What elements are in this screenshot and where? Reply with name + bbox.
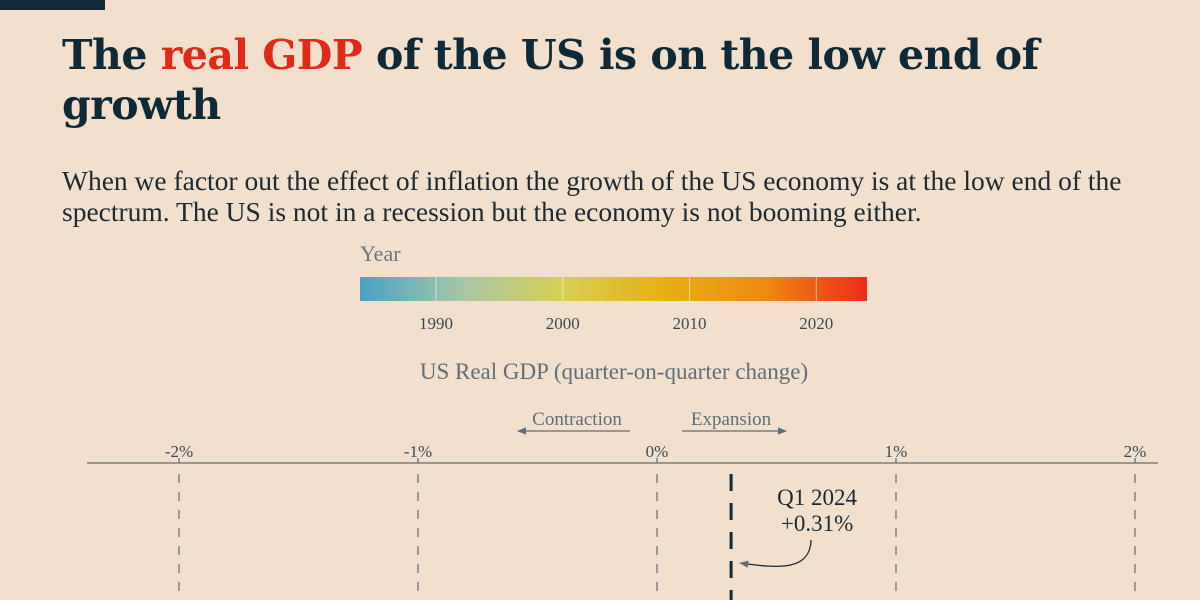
highlight-pointer-arrow [739,539,812,568]
title-text-end: of the US is on the low end of growth [62,31,1039,129]
x-axis-tick-label: -2% [165,442,193,461]
x-axis-tick-label: 0% [646,442,669,461]
legend-tick-label: 2000 [546,314,580,333]
x-axis-tick-label: 2% [1124,442,1147,461]
gridlines [178,474,1136,600]
legend-title: Year [360,241,401,266]
x-axis-tick-label: 1% [885,442,908,461]
legend-ticks: 1990 2000 2010 2020 [419,277,833,333]
page-subtitle: When we factor out the effect of inflati… [62,165,1122,227]
legend-tick-label: 2010 [673,314,707,333]
expansion-label: Expansion [691,409,772,430]
page-title: The real GDP of the US is on the low end… [62,30,1062,130]
highlight-value-label: +0.31% [781,511,853,536]
x-axis-ticks: -2% -1% 0% 1% 2% [165,442,1147,463]
legend-gradient-bar [360,277,867,301]
corner-accent-bar [0,0,105,10]
legend-tick-label: 2020 [799,314,833,333]
axis-title: US Real GDP (quarter-on-quarter change) [420,359,808,384]
contraction-label: Contraction [532,409,622,430]
highlight-period-label: Q1 2024 [777,485,857,510]
title-text-start: The [62,31,161,79]
title-highlight: real GDP [160,31,363,79]
legend-tick-label: 1990 [419,314,453,333]
x-axis-tick-label: -1% [404,442,432,461]
